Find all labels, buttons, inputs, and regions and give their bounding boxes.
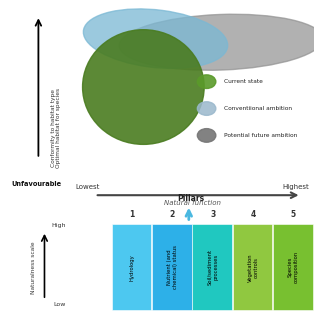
Bar — [152, 224, 191, 310]
Text: Nutrient (and
chemical) status: Nutrient (and chemical) status — [167, 245, 178, 289]
Text: Hydrology: Hydrology — [129, 254, 134, 281]
Text: Vegetation
controls: Vegetation controls — [248, 253, 259, 282]
Bar — [112, 224, 151, 310]
Text: Natural function: Natural function — [164, 200, 220, 206]
Text: Species
composition: Species composition — [288, 251, 299, 283]
Text: 3: 3 — [210, 210, 215, 219]
Text: Conformity to habitat type
Optimal habitat for species: Conformity to habitat type Optimal habit… — [51, 88, 61, 168]
Text: 4: 4 — [251, 210, 256, 219]
Text: 1: 1 — [129, 210, 134, 219]
Text: High: High — [51, 223, 66, 228]
Circle shape — [197, 75, 216, 88]
Text: Current state: Current state — [224, 79, 262, 84]
Text: Naturalness scale: Naturalness scale — [31, 241, 36, 293]
Circle shape — [197, 129, 216, 142]
Ellipse shape — [119, 14, 320, 70]
Text: Pillars: Pillars — [177, 194, 204, 203]
Bar — [273, 224, 313, 310]
Bar — [193, 224, 232, 310]
Text: 5: 5 — [291, 210, 296, 219]
Text: Lowest: Lowest — [75, 184, 100, 190]
Circle shape — [197, 102, 216, 115]
Text: Unfavourable: Unfavourable — [12, 181, 62, 187]
Text: Conventiional ambition: Conventiional ambition — [224, 106, 292, 111]
Text: Highest: Highest — [282, 184, 309, 190]
Text: Low: Low — [53, 301, 66, 307]
Ellipse shape — [83, 30, 204, 144]
Text: 2: 2 — [170, 210, 175, 219]
Text: Soil/sediment
processes: Soil/sediment processes — [207, 249, 218, 285]
Bar — [233, 224, 272, 310]
Ellipse shape — [83, 9, 228, 68]
Text: Potential future ambition: Potential future ambition — [224, 133, 297, 138]
